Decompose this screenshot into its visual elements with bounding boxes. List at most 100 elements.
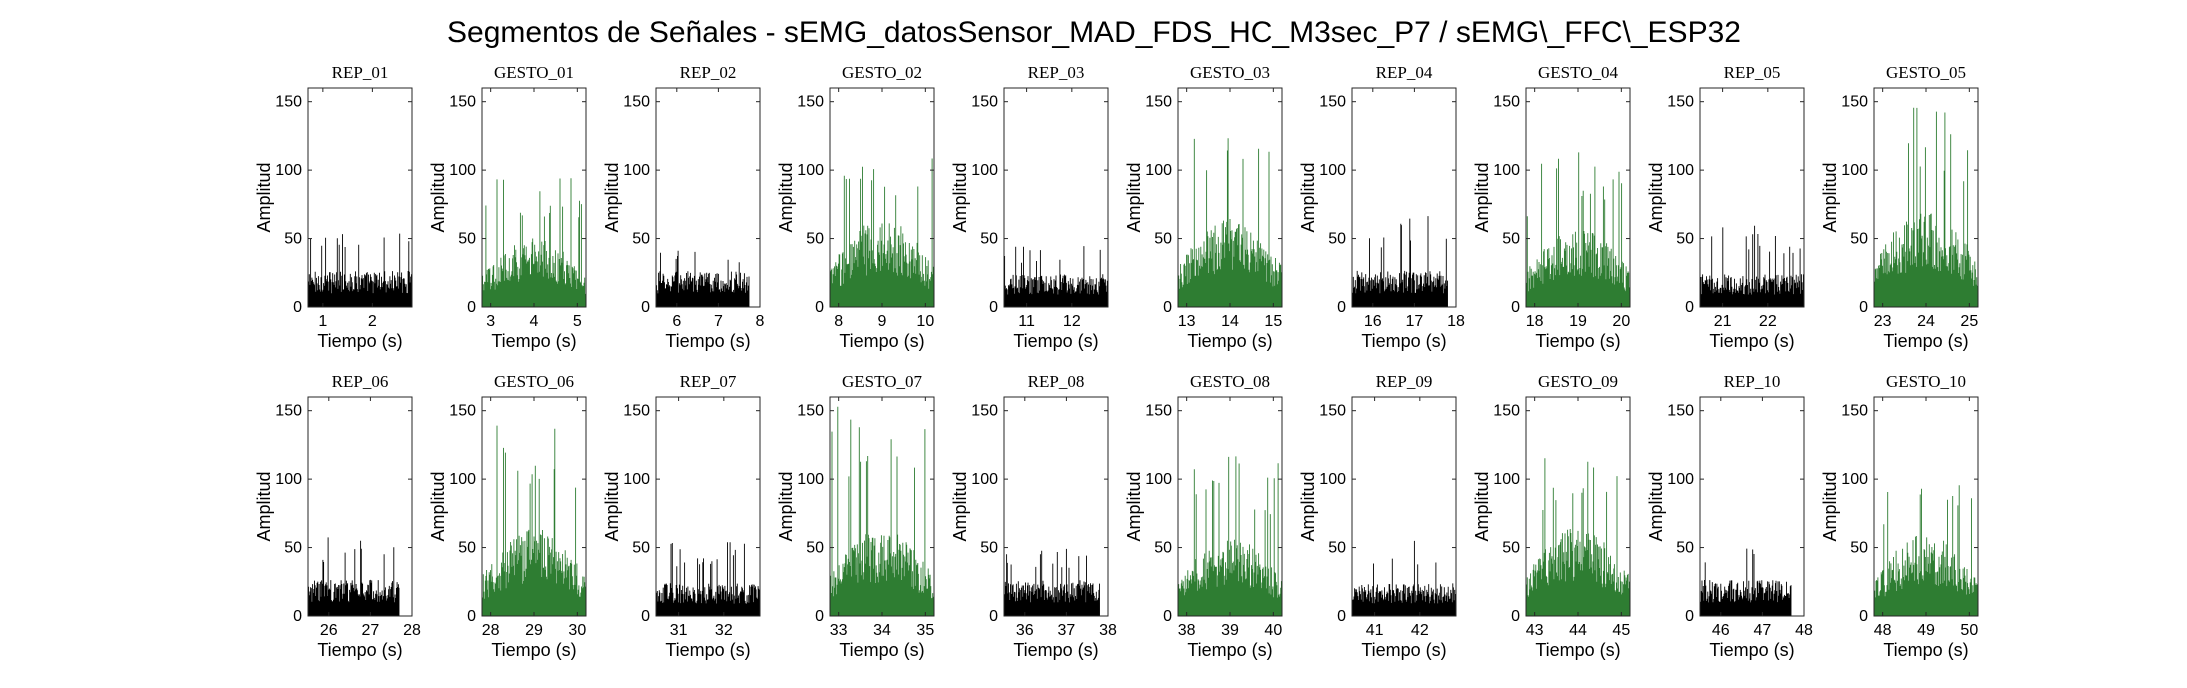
y-tick-label: 0 [293,608,302,625]
subplot-title: GESTO_02 [842,63,922,82]
y-axis-label: Amplitud [950,162,970,232]
subplot-title: GESTO_08 [1190,372,1270,391]
y-tick-label: 150 [971,403,998,420]
x-axis-label: Tiempo (s) [665,331,750,351]
y-tick-label: 50 [632,540,650,557]
axes-box [1351,396,1457,617]
x-axis-label: Tiempo (s) [1535,331,1620,351]
y-tick-label: 100 [1145,471,1172,488]
y-tick-label: 50 [1328,231,1346,248]
y-tick-label: 100 [1319,162,1346,179]
y-tick-label: 100 [1841,162,1868,179]
y-tick-label: 0 [815,608,824,625]
y-axis-label: Amplitud [950,471,970,541]
y-tick-label: 50 [1850,540,1868,557]
x-tick-label: 40 [1264,622,1282,639]
subplot-title: REP_10 [1724,372,1781,391]
x-tick-label: 29 [525,622,543,639]
axes-box [1003,396,1109,617]
y-tick-label: 150 [797,94,824,111]
y-axis-label: Amplitud [1124,471,1144,541]
x-axis-label: Tiempo (s) [491,640,576,660]
x-axis-label: Tiempo (s) [1883,640,1968,660]
y-tick-label: 50 [1850,231,1868,248]
y-tick-label: 100 [275,471,302,488]
x-tick-label: 20 [1612,313,1630,330]
x-axis-label: Tiempo (s) [665,640,750,660]
y-tick-label: 50 [632,231,650,248]
axes-box [655,396,761,617]
x-tick-label: 22 [1759,313,1777,330]
y-tick-label: 100 [971,162,998,179]
y-tick-label: 150 [623,94,650,111]
x-tick-label: 32 [715,622,733,639]
x-axis-label: Tiempo (s) [1187,640,1272,660]
y-tick-label: 50 [1502,231,1520,248]
y-tick-label: 50 [458,231,476,248]
x-tick-label: 41 [1366,622,1384,639]
x-axis-label: Tiempo (s) [1535,640,1620,660]
x-axis-label: Tiempo (s) [1883,331,1968,351]
subplot-title: REP_05 [1724,63,1781,82]
y-tick-label: 50 [1154,540,1172,557]
x-tick-label: 43 [1526,622,1544,639]
x-tick-label: 34 [873,622,891,639]
y-tick-label: 100 [971,471,998,488]
subplot-title: REP_06 [332,372,389,391]
y-tick-label: 0 [641,299,650,316]
y-tick-label: 150 [1493,94,1520,111]
y-axis-label: Amplitud [254,162,274,232]
y-tick-label: 100 [275,162,302,179]
x-tick-label: 19 [1569,313,1587,330]
x-tick-label: 5 [573,313,582,330]
y-tick-label: 0 [989,608,998,625]
x-tick-label: 15 [1264,313,1282,330]
subplot-title: GESTO_03 [1190,63,1270,82]
x-tick-label: 33 [830,622,848,639]
x-tick-label: 8 [834,313,843,330]
y-axis-label: Amplitud [776,471,796,541]
y-axis-label: Amplitud [428,162,448,232]
axes-box [655,87,761,308]
x-tick-label: 1 [318,313,327,330]
y-tick-label: 0 [1163,608,1172,625]
x-tick-label: 48 [1874,622,1892,639]
x-tick-label: 24 [1917,313,1935,330]
y-tick-label: 0 [293,299,302,316]
x-tick-label: 2 [368,313,377,330]
axes-box [1351,87,1457,308]
x-axis-label: Tiempo (s) [839,331,924,351]
x-tick-label: 3 [486,313,495,330]
x-tick-label: 8 [756,313,765,330]
y-axis-label: Amplitud [1298,162,1318,232]
y-tick-label: 50 [1676,231,1694,248]
y-tick-label: 150 [623,403,650,420]
x-tick-label: 9 [878,313,887,330]
y-tick-label: 150 [1145,403,1172,420]
y-tick-label: 50 [284,540,302,557]
x-tick-label: 14 [1221,313,1239,330]
subplot-title: REP_03 [1028,63,1085,82]
x-tick-label: 44 [1569,622,1587,639]
x-tick-label: 18 [1447,313,1465,330]
y-tick-label: 0 [815,299,824,316]
subplot-title: REP_08 [1028,372,1085,391]
x-tick-label: 47 [1754,622,1772,639]
x-axis-label: Tiempo (s) [1187,331,1272,351]
y-tick-label: 50 [980,540,998,557]
subplot-title: REP_07 [680,372,737,391]
subplot-title: GESTO_04 [1538,63,1618,82]
x-tick-label: 16 [1364,313,1382,330]
y-tick-label: 0 [1859,608,1868,625]
y-tick-label: 0 [1511,608,1520,625]
subplot-title: GESTO_05 [1886,63,1966,82]
